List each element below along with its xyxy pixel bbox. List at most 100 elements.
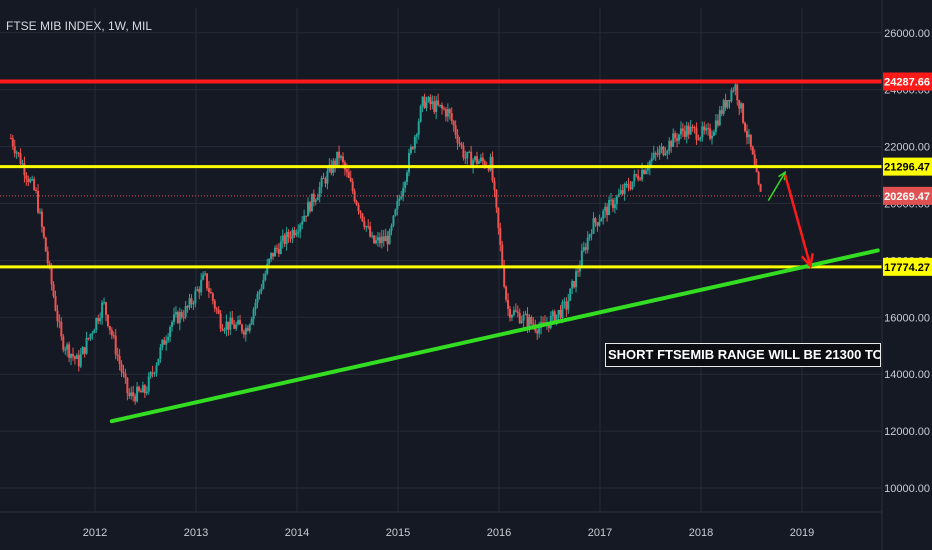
candle-body — [246, 328, 249, 331]
candle-body — [452, 121, 455, 126]
candle-body — [233, 324, 236, 329]
candle-body — [542, 322, 545, 324]
candle-body — [207, 288, 210, 292]
bounce-arrow-shaft[interactable] — [767, 171, 786, 202]
chart-title: FTSE MIB INDEX, 1W, MIL — [6, 19, 153, 33]
candle-body — [122, 371, 125, 374]
candle-body — [610, 199, 613, 201]
candle-body — [180, 312, 183, 318]
candle-body — [644, 170, 647, 174]
support-trendline[interactable] — [109, 248, 880, 424]
candle-body — [676, 138, 679, 141]
candle-body — [586, 237, 589, 250]
candle-body — [555, 314, 558, 323]
candle-body — [151, 372, 154, 374]
candle-body — [93, 329, 96, 334]
candle-body — [499, 228, 502, 245]
candle-body — [155, 365, 158, 373]
candle-body — [446, 109, 449, 117]
candle-body — [128, 393, 131, 396]
candle-body — [493, 180, 496, 190]
candle-body — [495, 189, 498, 208]
candle-body — [287, 231, 290, 238]
candle-body — [130, 392, 133, 396]
candle-body — [81, 347, 84, 355]
candle-body — [477, 161, 480, 164]
candle-body — [70, 354, 73, 358]
candle-body — [594, 218, 597, 223]
candle-body — [42, 226, 45, 238]
candle-body — [448, 109, 451, 114]
candle-body — [250, 319, 253, 325]
candle-body — [213, 300, 216, 309]
candle-body — [134, 396, 137, 402]
candle-body — [392, 215, 395, 226]
candle-body — [716, 120, 719, 126]
price-tick-label: 16000.00 — [884, 312, 930, 324]
candle-body — [345, 169, 348, 172]
drop-arrow-shaft[interactable] — [783, 174, 812, 267]
price-tick-label: 10000.00 — [884, 483, 930, 495]
candle-body — [182, 317, 185, 319]
candle-body — [17, 152, 20, 154]
candle-body — [590, 233, 593, 235]
candle-body — [75, 355, 78, 359]
candle-body — [184, 306, 187, 318]
candle-body — [204, 273, 207, 275]
candle-body — [712, 131, 715, 136]
candle-body — [231, 317, 234, 325]
candle-body — [755, 165, 758, 173]
candle-body — [695, 128, 698, 140]
candle-body — [646, 168, 649, 171]
candle-body — [423, 96, 426, 109]
candle-body — [526, 313, 529, 327]
candle-body — [29, 179, 32, 183]
candle-body — [149, 372, 152, 377]
candle-body — [373, 235, 376, 244]
candle-body — [283, 235, 286, 245]
candle-body — [742, 103, 745, 123]
price-label-box — [883, 186, 932, 205]
time-axis[interactable]: 2012 2013 2014 2015 2016 2017 2018 2019 — [0, 511, 882, 539]
candle-body — [466, 152, 469, 159]
candle-body — [567, 300, 570, 310]
candle-body — [386, 235, 389, 245]
candle-body — [520, 320, 523, 324]
candle-body — [326, 171, 329, 184]
candle-body — [308, 202, 311, 212]
candle-body — [384, 235, 387, 242]
candle-body — [602, 210, 605, 219]
candle-body — [413, 136, 416, 149]
candle-body — [260, 288, 263, 292]
candle-body — [66, 344, 69, 350]
candle-body — [60, 321, 63, 337]
candle-body — [101, 302, 104, 319]
candle-body — [580, 250, 583, 267]
candle-body — [703, 126, 706, 131]
candle-body — [291, 230, 294, 239]
candle-body — [435, 100, 438, 112]
candle-body — [316, 197, 319, 201]
candle-body — [510, 315, 513, 318]
candle-body — [15, 152, 18, 154]
candle-body — [573, 281, 576, 288]
candle-body — [711, 135, 714, 139]
candle-body — [637, 175, 640, 180]
candle-body — [89, 333, 92, 339]
candle-body — [409, 147, 412, 153]
candle-body — [672, 133, 675, 148]
candle-body — [367, 226, 370, 228]
candle-body — [355, 201, 358, 205]
candle-body — [71, 354, 74, 357]
candle-body — [563, 301, 566, 303]
price-label-value: 21296.47 — [884, 162, 930, 174]
annotation-box[interactable]: SHORT FTSEMIB RANGE WILL BE 21300 TO 17 — [605, 343, 881, 367]
candle-body — [23, 163, 26, 176]
candle-body — [613, 204, 616, 209]
candle-body — [132, 392, 135, 397]
candle-body — [19, 153, 22, 164]
candle-body — [336, 151, 339, 166]
candle-body — [643, 169, 646, 174]
